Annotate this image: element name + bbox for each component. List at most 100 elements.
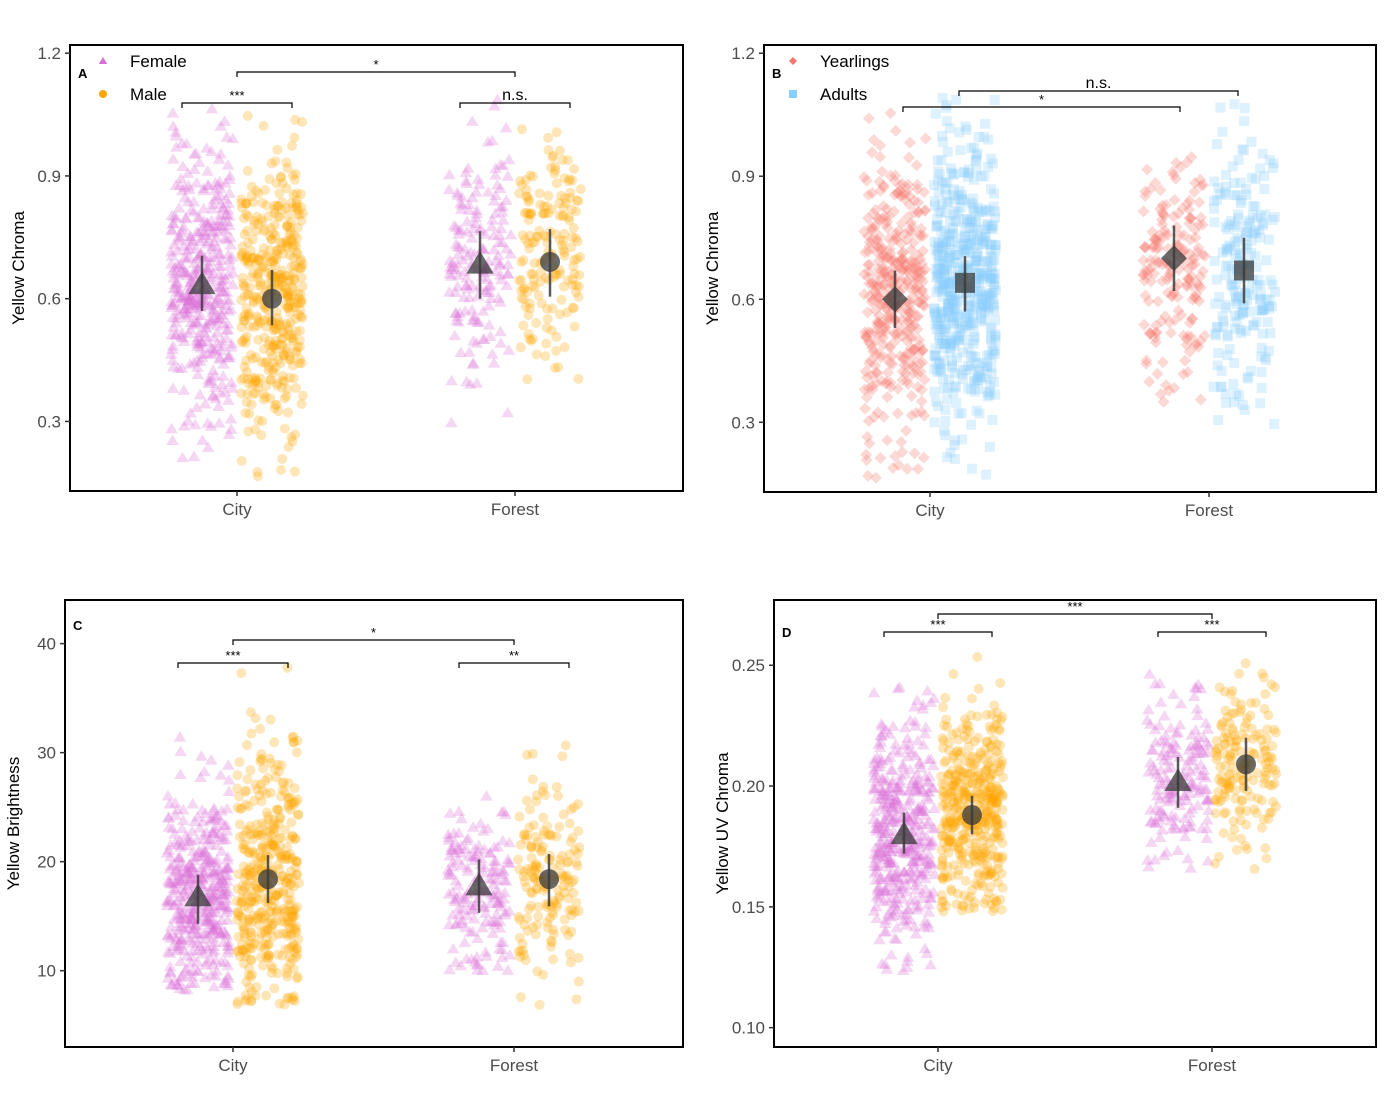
data-point (872, 255, 885, 268)
data-point (269, 983, 280, 994)
data-point (204, 214, 218, 226)
data-point (876, 271, 889, 284)
data-point (165, 301, 179, 313)
data-point (238, 311, 249, 322)
data-point (989, 94, 1000, 105)
data-point (283, 873, 294, 884)
data-point (476, 333, 490, 344)
data-point (538, 969, 549, 980)
data-point (257, 197, 268, 208)
data-point (290, 313, 301, 324)
data-point (971, 375, 982, 386)
data-point (1265, 275, 1276, 286)
data-point (557, 154, 568, 165)
data-point (1183, 248, 1196, 261)
data-point (205, 315, 219, 326)
data-point (1255, 163, 1266, 174)
data-point (1148, 267, 1161, 280)
data-point (215, 254, 228, 265)
data-point (287, 436, 298, 447)
bracket-label: n.s. (502, 87, 528, 104)
data-point (296, 311, 307, 322)
data-point (200, 347, 214, 359)
data-point (225, 251, 239, 262)
data-point (866, 342, 879, 355)
data-point (1198, 329, 1211, 342)
x-tick-label: City (222, 500, 252, 519)
data-point (572, 236, 583, 247)
data-point (558, 871, 569, 882)
data-point (222, 268, 235, 280)
y-axis-title: Yellow Brightness (4, 757, 23, 891)
data-point (240, 198, 251, 209)
data-point (969, 174, 980, 185)
data-point (866, 383, 879, 396)
data-point (169, 312, 183, 323)
data-point (282, 303, 293, 314)
data-point (955, 195, 966, 206)
data-point (907, 367, 920, 380)
data-point (1252, 213, 1263, 224)
data-point (182, 306, 196, 318)
data-point (279, 423, 290, 434)
data-point (977, 205, 988, 216)
data-point (1209, 217, 1220, 228)
data-point (1145, 261, 1158, 274)
data-point (560, 740, 571, 751)
data-point (949, 293, 960, 304)
data-point (551, 781, 562, 792)
data-point (872, 212, 885, 225)
data-point (268, 341, 279, 352)
data-point (219, 299, 233, 310)
data-point (280, 236, 291, 247)
data-point (525, 170, 536, 181)
data-point (268, 823, 279, 834)
data-point (939, 338, 950, 349)
data-point (983, 888, 994, 899)
data-point (916, 266, 929, 279)
data-point (977, 299, 988, 310)
data-point (1260, 352, 1271, 363)
data-point (898, 359, 911, 372)
data-point (295, 254, 306, 265)
data-point (989, 280, 1000, 291)
data-point (165, 328, 179, 340)
data-point (232, 896, 243, 907)
data-point (193, 211, 207, 223)
data-point (971, 150, 982, 161)
data-point (277, 204, 288, 215)
data-point (1257, 148, 1268, 159)
data-point (1241, 189, 1252, 200)
data-point (878, 266, 891, 279)
data-point (282, 324, 293, 335)
data-point (1213, 415, 1224, 426)
data-point (946, 290, 957, 301)
data-point (882, 309, 895, 322)
data-point (514, 275, 525, 286)
data-point (942, 146, 953, 157)
data-point (934, 241, 945, 252)
data-point (967, 351, 978, 362)
data-point (269, 252, 280, 263)
data-point (1191, 245, 1204, 258)
x-tick-label: Forest (1188, 1056, 1236, 1075)
data-point (189, 297, 203, 309)
data-point (948, 669, 959, 680)
data-point (184, 273, 198, 284)
data-point (1239, 116, 1250, 127)
data-point (564, 174, 575, 185)
data-point (571, 253, 582, 264)
data-point (186, 797, 200, 809)
data-point (1255, 290, 1266, 301)
data-point (959, 214, 970, 225)
data-point (989, 254, 1000, 265)
data-point (934, 250, 945, 261)
data-point (277, 178, 288, 189)
data-point (214, 147, 227, 159)
data-point (271, 245, 282, 256)
data-point (190, 354, 204, 365)
data-point (882, 312, 895, 325)
data-point (901, 275, 914, 288)
data-point (204, 221, 218, 232)
